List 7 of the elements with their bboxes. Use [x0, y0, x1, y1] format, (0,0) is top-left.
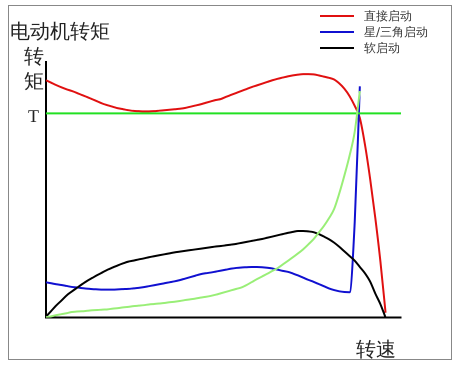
legend-label: 直接启动: [364, 8, 412, 24]
x-axis-title: 转速: [356, 336, 396, 363]
y-axis-title: 转矩: [24, 44, 45, 94]
legend-label: 星/三角启动: [364, 24, 428, 40]
chart-title: 电动机转矩: [10, 18, 110, 45]
text: T: [28, 106, 39, 127]
legend-label: 软启动: [364, 40, 400, 56]
